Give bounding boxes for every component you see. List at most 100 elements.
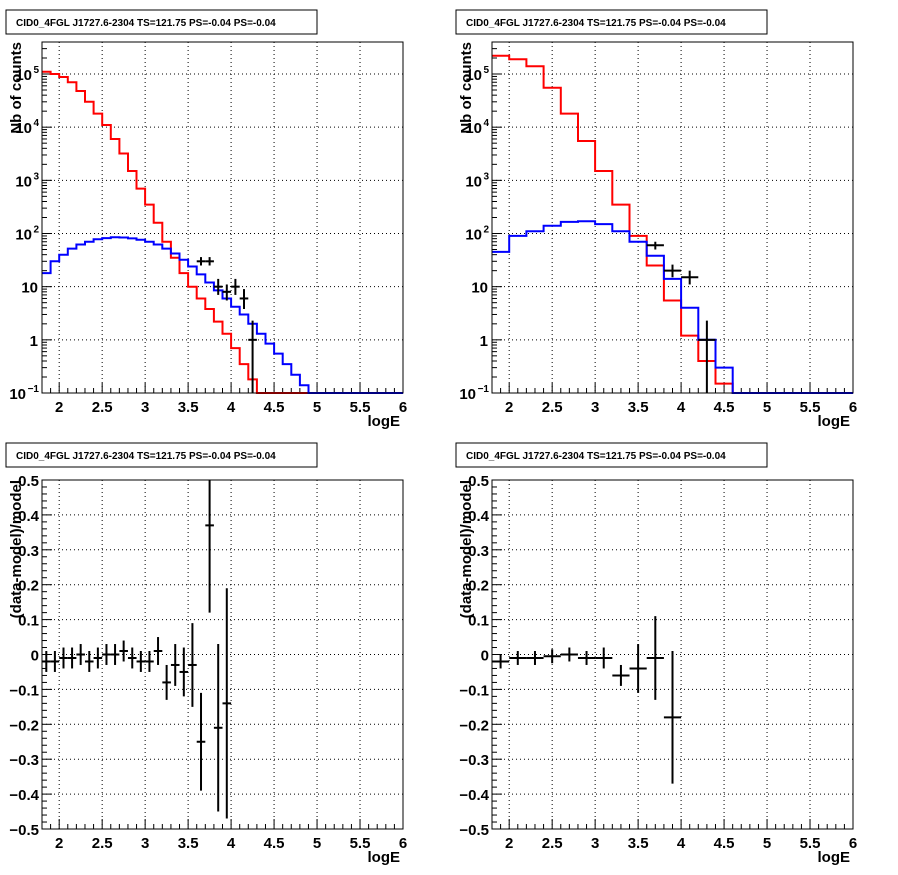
- x-tick-label: 2: [55, 399, 63, 416]
- data-point: [110, 644, 120, 665]
- x-tick-label: 2.5: [92, 399, 113, 416]
- plot-frame: [491, 41, 854, 394]
- x-tick-label: 5.5: [800, 835, 821, 852]
- data-point: [170, 644, 180, 686]
- data-point: [76, 644, 85, 665]
- x-tick-label: 4.5: [264, 835, 285, 852]
- x-tick-label: 2.5: [542, 835, 563, 852]
- x-tick-label: 4: [227, 835, 236, 852]
- y-tick-label: 0.2: [18, 578, 39, 595]
- x-tick-label: 6: [849, 399, 857, 416]
- data-point: [646, 241, 664, 250]
- data-point: [526, 651, 544, 665]
- y-tick-label: −0.1: [9, 682, 39, 699]
- y-tick-label: 10: [15, 227, 32, 244]
- x-tick-label: 5: [763, 399, 771, 416]
- y-tick-label: 10: [15, 120, 32, 137]
- data-point: [162, 664, 171, 700]
- y-tick-label: −0.3: [459, 752, 489, 769]
- data-point: [646, 616, 664, 700]
- y-tick-label: 0.1: [18, 613, 39, 630]
- data-point: [102, 644, 111, 665]
- data-point: [93, 647, 103, 669]
- y-tick-exponent: 4: [483, 118, 489, 129]
- data-point: [231, 278, 240, 295]
- x-tick-label: 3.5: [628, 835, 649, 852]
- data-point: [681, 270, 699, 285]
- y-axis-label: (data-model)/model: [458, 480, 475, 618]
- data-point: [119, 640, 128, 662]
- chart-panel-4: 2 2.5 3 3.5 4 4.5 5 5.5 6 −0.5 −0.4 −0.3 −0.2 −0.1 0 0.…: [455, 442, 857, 866]
- x-tick-label: 4.5: [714, 835, 735, 852]
- x-tick-label: 4: [677, 399, 686, 416]
- y-tick-label: 10: [15, 173, 32, 190]
- y-tick-label: 0: [481, 648, 489, 665]
- x-tick-label: 2: [55, 835, 63, 852]
- y-axis-label: (data-model)/model: [8, 480, 25, 618]
- x-tick-label: 5.5: [350, 399, 371, 416]
- chart-title-box: [5, 9, 318, 35]
- x-tick-label: 6: [849, 835, 857, 852]
- x-axis-label: logE: [818, 413, 851, 430]
- data-point: [577, 651, 596, 665]
- y-tick-label: −0.4: [459, 787, 489, 804]
- data-point: [595, 647, 613, 669]
- y-tick-label: 0.5: [18, 473, 39, 490]
- data-point: [239, 289, 249, 310]
- y-tick-label: 1: [480, 333, 488, 350]
- y-tick-label: −0.2: [459, 717, 489, 734]
- plot-frame: [41, 479, 404, 830]
- data-point: [698, 320, 716, 393]
- y-tick-label: 10: [459, 386, 476, 403]
- y-tick-exponent: 5: [483, 65, 489, 76]
- y-tick-label: −0.2: [9, 717, 39, 734]
- y-tick-label: 1: [30, 333, 38, 350]
- y-tick-label: 0.4: [468, 508, 490, 525]
- y-tick-label: −0.4: [9, 787, 39, 804]
- y-tick-label: 10: [471, 280, 488, 297]
- x-tick-label: 4.5: [714, 399, 735, 416]
- y-tick-label: 0.1: [468, 613, 489, 630]
- x-tick-label: 5.5: [350, 835, 371, 852]
- y-tick-label: 10: [21, 280, 38, 297]
- chart-panel-3: 2 2.5 3 3.5 4 4.5 5 5.5 6 −0.5 −0.4 −0.3 −0.2 −0.1 0 0.…: [5, 442, 407, 866]
- y-tick-exponent: 2: [33, 225, 39, 236]
- x-tick-label: 3.5: [628, 399, 649, 416]
- x-tick-label: 3: [141, 399, 149, 416]
- data-point: [543, 649, 561, 664]
- plot-frame: [41, 41, 404, 394]
- plot-frame: [491, 479, 854, 830]
- data-point: [59, 647, 68, 669]
- chart-title: CID0_4FGL J1727.6-2304 TS=121.75 PS=-0.0…: [16, 18, 276, 29]
- x-tick-label: 5: [763, 835, 771, 852]
- x-tick-label: 2.5: [92, 835, 113, 852]
- y-tick-label: 10: [465, 67, 482, 84]
- y-tick-label: −0.5: [9, 822, 39, 839]
- x-tick-label: 5: [313, 399, 321, 416]
- y-tick-label: 10: [465, 173, 482, 190]
- histogram-series-2: [42, 236, 403, 394]
- x-tick-label: 6: [399, 835, 407, 852]
- y-tick-label: 10: [465, 227, 482, 244]
- y-tick-label: −0.5: [459, 822, 489, 839]
- x-tick-label: 2: [505, 399, 513, 416]
- data-point: [50, 651, 60, 672]
- data-point: [213, 644, 223, 812]
- data-point: [67, 647, 77, 669]
- y-tick-label: 0.5: [468, 473, 489, 490]
- x-tick-label: 6: [399, 399, 407, 416]
- data-point: [196, 692, 206, 791]
- y-tick-label: 0.3: [18, 543, 39, 560]
- data-point: [136, 651, 146, 672]
- data-point: [560, 647, 578, 662]
- x-axis-label: logE: [368, 849, 401, 866]
- histogram-series-1: [42, 70, 403, 394]
- x-tick-label: 2: [505, 835, 513, 852]
- y-axis-label: Nb of counts: [8, 42, 25, 134]
- x-tick-label: 3.5: [178, 399, 199, 416]
- x-tick-label: 3.5: [178, 835, 199, 852]
- chart-title: CID0_4FGL J1727.6-2304 TS=121.75 PS=-0.0…: [16, 451, 276, 462]
- chart-title: CID0_4FGL J1727.6-2304 TS=121.75 PS=-0.0…: [466, 18, 726, 29]
- data-point: [145, 651, 154, 672]
